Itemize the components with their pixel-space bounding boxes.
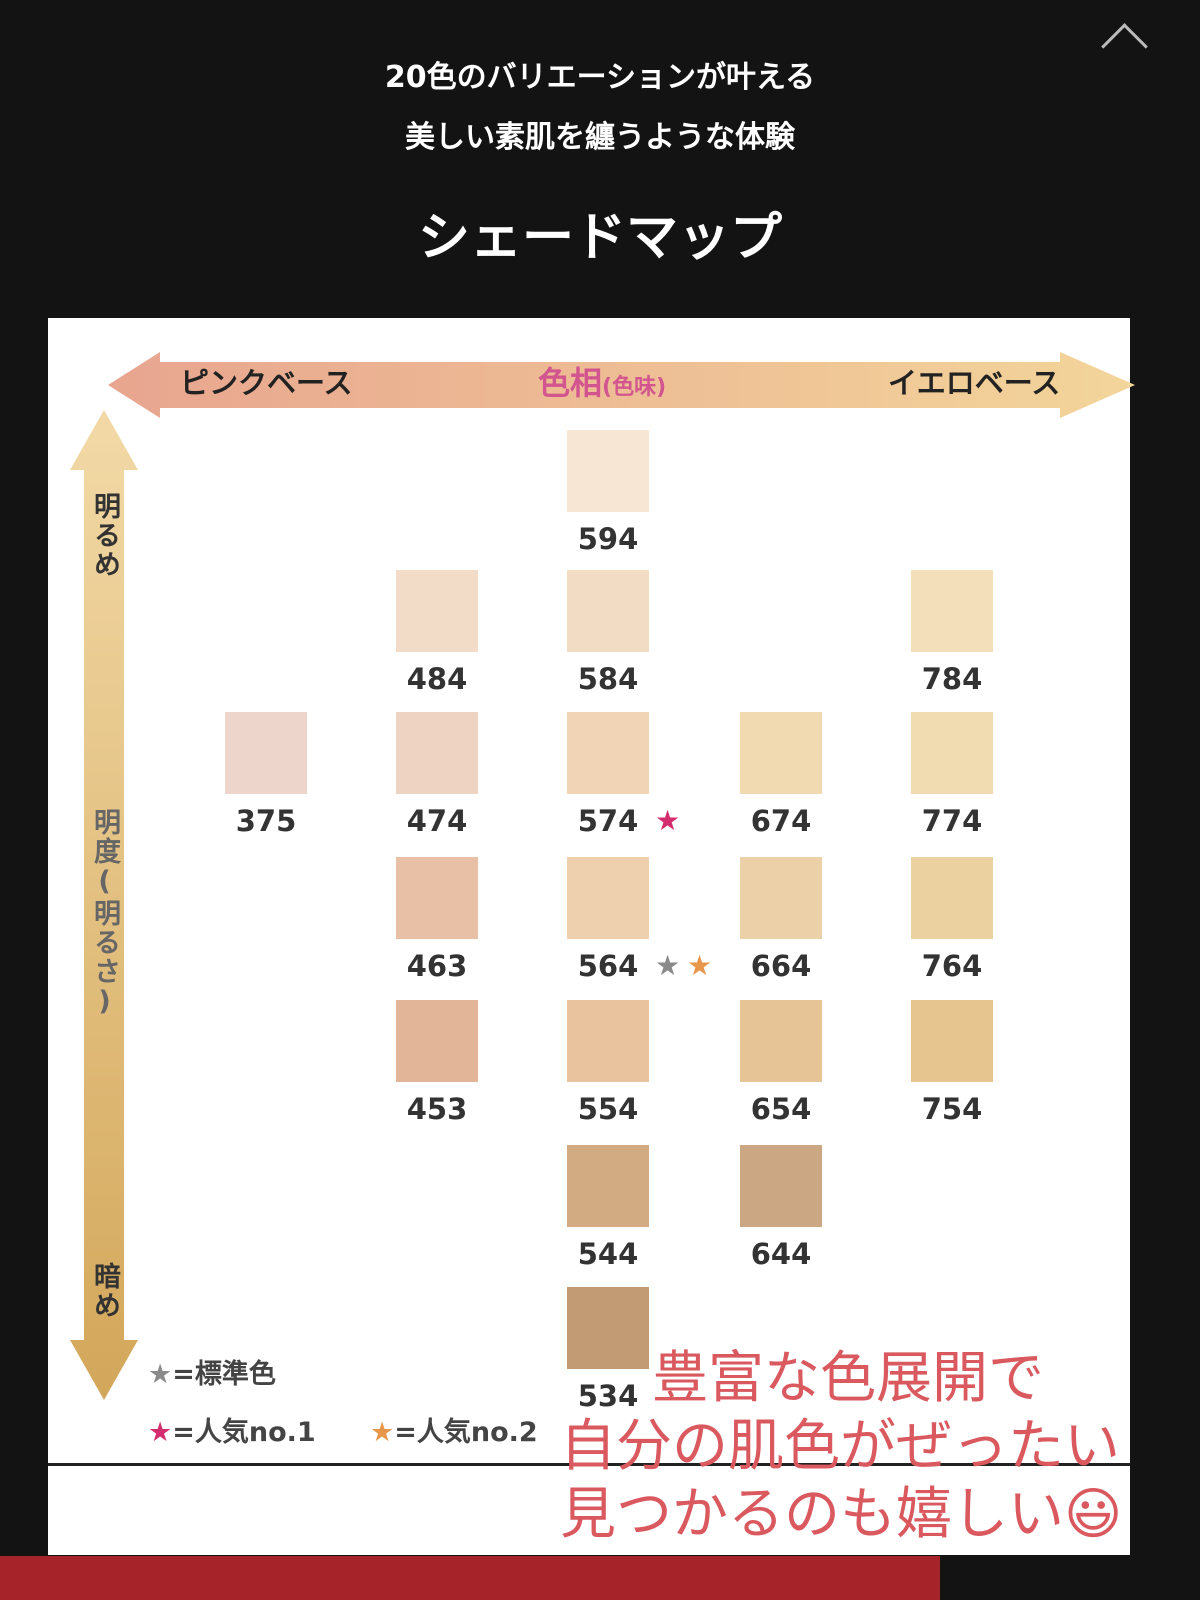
shade-label: 453 xyxy=(406,1092,468,1126)
shade-swatch-654 xyxy=(740,1000,822,1082)
shade-label: 544 xyxy=(577,1237,639,1271)
lightness-arrow xyxy=(70,410,138,1400)
shade-swatch-375 xyxy=(225,712,307,794)
legend-text: =標準色 xyxy=(172,1359,276,1390)
shade-swatch-484 xyxy=(396,570,478,652)
shade-label: 584 xyxy=(577,662,639,696)
star-icon: ★ xyxy=(687,949,713,982)
shade-label: 754 xyxy=(921,1092,983,1126)
red-bar xyxy=(0,1556,940,1600)
shade-label: 574 xyxy=(577,804,639,838)
bright-label: 明るめ xyxy=(89,492,120,579)
header-line-2: 美しい素肌を纏うような体験 xyxy=(405,120,795,155)
shade-label: 534 xyxy=(577,1379,639,1413)
note-line: 自分の肌色がぜったい xyxy=(560,1414,1120,1479)
shade-label: 594 xyxy=(577,522,639,556)
shade-label: 375 xyxy=(235,804,297,838)
legend-popular1: ★=人気no.1 xyxy=(148,1410,316,1449)
note-line: 見つかるのも嬉しい😃 xyxy=(560,1482,1123,1547)
shade-swatch-674 xyxy=(740,712,822,794)
header-line-1: 20色のバリエーションが叶える xyxy=(384,60,816,95)
note-line: 豊富な色展開で xyxy=(652,1346,1044,1411)
shade-label: 484 xyxy=(406,662,468,696)
shade-label: 564 xyxy=(577,949,639,983)
shade-label: 554 xyxy=(577,1092,639,1126)
shade-label: 674 xyxy=(750,804,812,838)
hue-text: 色相 xyxy=(538,364,603,402)
shade-swatch-594 xyxy=(567,430,649,512)
shade-label: 764 xyxy=(921,949,983,983)
shade-label: 774 xyxy=(921,804,983,838)
shade-swatch-534 xyxy=(567,1287,649,1369)
lightness-label: 明度(明るさ) xyxy=(89,808,120,1019)
shade-swatch-774 xyxy=(911,712,993,794)
shade-swatch-474 xyxy=(396,712,478,794)
hue-label: 色相(色味) xyxy=(538,358,666,404)
shade-label: 644 xyxy=(750,1237,812,1271)
shade-swatch-764 xyxy=(911,857,993,939)
star-icon: ★ xyxy=(148,1417,173,1448)
shade-label: 474 xyxy=(406,804,468,838)
divider xyxy=(48,1463,1130,1466)
legend-popular2: ★=人気no.2 xyxy=(370,1410,538,1449)
shade-swatch-554 xyxy=(567,1000,649,1082)
legend-standard: ★=標準色 xyxy=(148,1352,276,1391)
legend-text: =人気no.1 xyxy=(172,1417,316,1448)
shade-swatch-453 xyxy=(396,1000,478,1082)
legend-text: =人気no.2 xyxy=(394,1417,538,1448)
shade-swatch-564 xyxy=(567,857,649,939)
page-title: シェードマップ xyxy=(417,208,782,268)
shade-swatch-584 xyxy=(567,570,649,652)
shade-swatch-644 xyxy=(740,1145,822,1227)
shade-swatch-574 xyxy=(567,712,649,794)
shade-swatch-754 xyxy=(911,1000,993,1082)
shade-label: 463 xyxy=(406,949,468,983)
star-icon: ★ xyxy=(655,804,681,837)
shade-swatch-664 xyxy=(740,857,822,939)
hue-sub: (色味) xyxy=(602,375,667,400)
dark-label: 暗め xyxy=(89,1262,120,1320)
star-icon: ★ xyxy=(148,1359,173,1390)
shade-swatch-463 xyxy=(396,857,478,939)
hue-arrow xyxy=(108,352,1135,418)
star-icon: ★ xyxy=(655,949,681,982)
annotation-note: 豊富な色展開で 自分の肌色がぜったい 見つかるのも嬉しい😃 xyxy=(560,1345,1122,1549)
star-icon: ★ xyxy=(370,1417,395,1448)
shade-label: 784 xyxy=(921,662,983,696)
shade-swatch-544 xyxy=(567,1145,649,1227)
yellow-base-label: イエロベース xyxy=(888,366,1061,400)
shade-label: 664 xyxy=(750,949,812,983)
shade-swatch-784 xyxy=(911,570,993,652)
pink-base-label: ピンクベース xyxy=(180,366,353,400)
shade-label: 654 xyxy=(750,1092,812,1126)
